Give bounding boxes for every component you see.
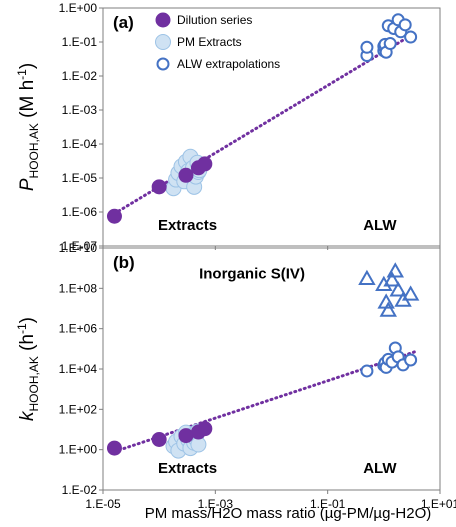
- y-tick-label: 1.E+02: [59, 402, 98, 416]
- x-tick-label: 1.E-05: [85, 497, 121, 511]
- annotation: Extracts: [158, 217, 217, 234]
- y-tick-label: 1.E-07: [62, 239, 98, 253]
- y-tick-label: 1.E-04: [62, 137, 98, 151]
- sulfur-iv-point: [386, 262, 405, 278]
- dilution-point: [155, 12, 171, 28]
- y-tick-label: 1.E-02: [62, 483, 98, 497]
- y-tick-label: 1.E+04: [59, 362, 98, 376]
- x-tick-label: 1.E+01: [421, 497, 456, 511]
- x-tick-label: 1.E-03: [198, 497, 234, 511]
- alw-point: [398, 18, 412, 32]
- alw-point: [404, 353, 418, 367]
- x-tick-label: 1.E-01: [310, 497, 346, 511]
- sulfur-iv-point: [379, 301, 398, 317]
- y-axis-label-close: ): [17, 63, 38, 69]
- annotation: Inorganic S(IV): [199, 266, 305, 283]
- dilution-point: [106, 440, 122, 456]
- y-axis-label-sub: HOOH,AK: [27, 356, 41, 411]
- legend-label: PM Extracts: [177, 35, 242, 49]
- y-tick-label: 1.E-02: [62, 69, 98, 83]
- legend-label: Dilution series: [177, 13, 252, 27]
- y-tick-label: 1.E+06: [59, 322, 98, 336]
- y-axis-label-sup: -1: [15, 69, 29, 80]
- y-tick-label: 1.E+08: [59, 281, 98, 295]
- annotation: ALW: [363, 217, 397, 234]
- y-axis-label-main: k: [17, 410, 38, 421]
- dilution-point: [151, 179, 167, 195]
- fit-line: [112, 31, 416, 216]
- extract-point: [155, 34, 171, 50]
- dilution-point: [178, 167, 194, 183]
- y-axis-label-sup: -1: [15, 323, 29, 334]
- panel-b: 1.E-02 1.E+00 1.E+02 1.E+04 1.E+06 1.E+08 1.E+…: [15, 241, 456, 511]
- alw-point: [404, 30, 418, 44]
- y-axis-label-unit: (h: [17, 334, 38, 356]
- sulfur-iv-point: [401, 285, 420, 301]
- y-tick-label: 1.E+00: [59, 1, 98, 15]
- panel-label: (b): [113, 253, 135, 272]
- y-axis-label: kHOOH,AK (h-1): [15, 317, 41, 421]
- annotation: Extracts: [158, 460, 217, 477]
- dilution-point: [197, 156, 213, 172]
- y-axis-label: PHOOH,AK (M h-1): [15, 63, 41, 191]
- dilution-point: [151, 431, 167, 447]
- y-tick-label: 1.E+00: [59, 443, 98, 457]
- y-axis-label-sub: HOOH,AK: [27, 123, 41, 178]
- sulfur-iv-point: [375, 275, 393, 292]
- dilution-point: [178, 428, 194, 444]
- y-axis-label-main: P: [17, 178, 38, 191]
- alw-point: [360, 364, 374, 378]
- panel-label: (a): [113, 13, 134, 32]
- annotation: ALW: [363, 460, 397, 477]
- dilution-point: [106, 208, 122, 224]
- sulfur-iv-point: [358, 269, 376, 285]
- sulfur-iv-point: [389, 281, 407, 297]
- plot-frame: [102, 7, 441, 247]
- y-tick-label: 1.E-05: [62, 171, 98, 185]
- y-axis-label-close: ): [17, 317, 38, 323]
- sulfur-iv-point: [383, 271, 401, 287]
- y-tick-label: 1.E+10: [59, 241, 98, 255]
- dilution-point: [197, 421, 213, 437]
- panel-a: 1.E-07 1.E-06 1.E-05 1.E-04 1.E-03 1.E-02 1.E-…: [15, 1, 441, 253]
- y-tick-label: 1.E-06: [62, 205, 98, 219]
- x-axis-label: PM mass/H2O mass ratio (µg-PM/µg-H2O): [145, 505, 432, 522]
- y-axis-label-unit: (M h: [17, 80, 38, 123]
- y-tick-label: 1.E-01: [62, 35, 98, 49]
- alw-point: [156, 57, 170, 71]
- legend-label: ALW extrapolations: [177, 57, 280, 71]
- alw-point: [383, 37, 397, 51]
- y-tick-label: 1.E-03: [62, 103, 98, 117]
- alw-point: [360, 40, 374, 54]
